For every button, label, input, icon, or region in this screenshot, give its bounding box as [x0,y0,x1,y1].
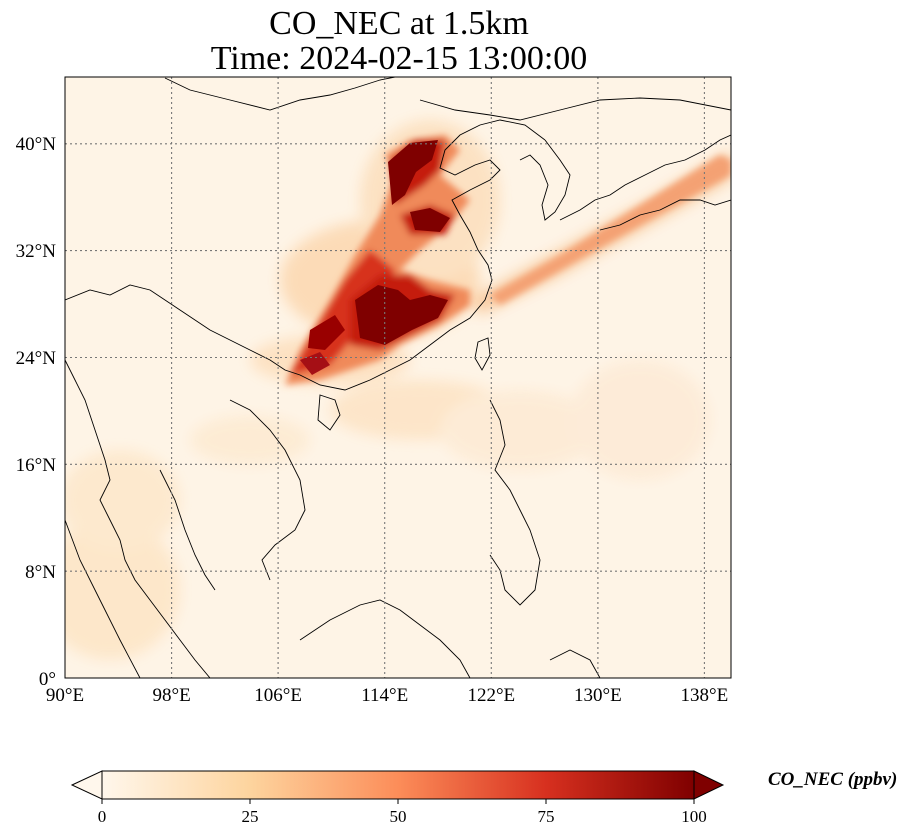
lat-axis: 40°N 32°N 24°N 16°N 8°N 0° [16,134,57,690]
lon-tick-label: 138°E [681,685,729,706]
colorbar-tick-label: 25 [242,807,259,826]
colorbar-tick-label: 0 [98,807,107,826]
map-plot-area [65,77,731,678]
lon-tick-label: 106°E [254,685,302,706]
lat-tick-label: 0° [39,669,56,690]
colorbar-tick-label: 50 [390,807,407,826]
colorbar-gradient [102,771,694,799]
coastlines [65,77,731,678]
co-concentration-field [65,120,731,660]
gridlines [65,77,731,678]
map-title: CO_NEC at 1.5km [269,5,529,42]
lon-tick-label: 130°E [574,685,622,706]
lat-tick-label: 16°N [16,455,57,476]
lon-axis: 90°E 98°E 106°E 114°E 122°E 130°E 138°E [46,685,728,706]
map-frame [64,76,732,679]
colorbar-min-extend [70,770,103,800]
colorbar-tick-label: 100 [681,807,707,826]
lon-tick-label: 114°E [361,685,408,706]
lon-tick-label: 98°E [152,685,190,706]
colorbar: 0 25 50 75 100 [70,770,725,826]
colorbar-max-extend [693,770,725,800]
lat-tick-label: 8°N [25,562,56,583]
colorbar-tick-label: 75 [538,807,555,826]
lat-tick-label: 40°N [16,134,57,155]
lon-tick-label: 90°E [46,685,84,706]
colorbar-label: CO_NEC (ppbv) [768,769,898,790]
lat-tick-label: 32°N [16,241,57,262]
lon-tick-label: 122°E [467,685,515,706]
lat-tick-label: 24°N [16,348,57,369]
map-subtitle-time: Time: 2024-02-15 13:00:00 [210,40,588,77]
